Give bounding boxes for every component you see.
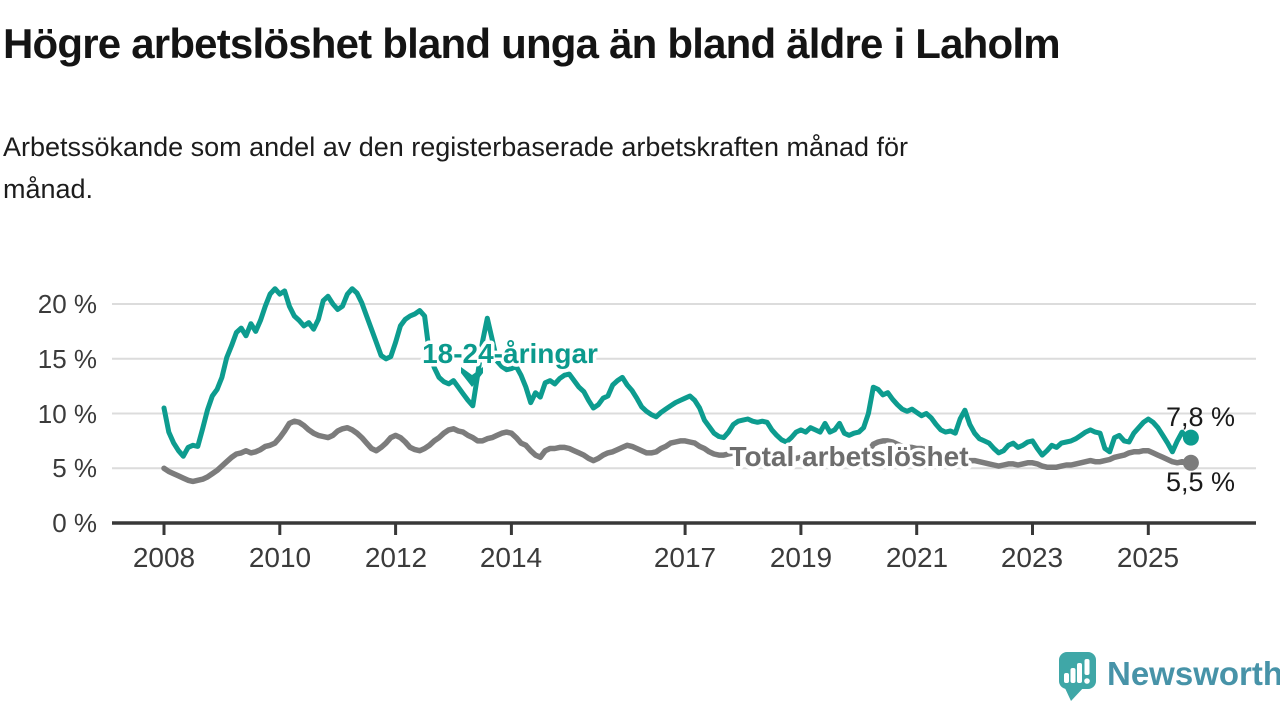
series-label-youth: 18-24-åringar (422, 338, 598, 369)
y-tick-label: 15 % (38, 344, 97, 374)
series-line-youth (161, 286, 1190, 459)
newsworthy-logo: Newsworthy (1059, 652, 1280, 701)
end-value-youth: 7,8 % (1166, 402, 1235, 432)
y-tick-label: 10 % (38, 399, 97, 429)
down-arrow-icon (461, 367, 483, 387)
x-tick-label: 2017 (654, 542, 716, 573)
x-tick-label: 2010 (249, 542, 311, 573)
chart-title: Högre arbetslöshet bland unga än bland ä… (3, 20, 1061, 67)
y-tick-label: 0 % (52, 508, 97, 538)
end-value-total: 5,5 % (1166, 467, 1235, 497)
subtitle-line-1: Arbetssökande som andel av den registerb… (3, 132, 909, 162)
logo-bubble-tail (1064, 686, 1085, 701)
x-tick-label: 2012 (365, 542, 427, 573)
x-tick-label: 2023 (1001, 542, 1063, 573)
x-tick-label: 2019 (770, 542, 832, 573)
gridlines (112, 303, 1256, 470)
y-tick-label: 5 % (52, 453, 97, 483)
x-tick-label: 2014 (480, 542, 542, 573)
brand-text: Newsworthy (1107, 655, 1280, 692)
logo-exclamation-bar (1084, 659, 1090, 675)
series-lines (161, 286, 1199, 485)
series-label-total: Total arbetslöshet (729, 441, 968, 472)
chart-subtitle: Arbetssökande som andel av den registerb… (3, 126, 1203, 210)
logo-bar-1 (1064, 673, 1069, 683)
series-line-total (161, 418, 1190, 485)
y-tick-label: 20 % (38, 289, 97, 319)
subtitle-line-2: månad. (3, 174, 94, 204)
end-dot-total (1182, 454, 1199, 471)
logo-bar-2 (1070, 668, 1076, 683)
x-axis-ticks (162, 524, 1150, 535)
logo-exclamation-dot (1084, 678, 1090, 684)
x-tick-label: 2025 (1117, 542, 1179, 573)
logo-bar-3 (1077, 663, 1082, 683)
end-dot-youth (1182, 429, 1199, 446)
x-tick-label: 2008 (133, 542, 195, 573)
x-tick-label: 2021 (886, 542, 948, 573)
